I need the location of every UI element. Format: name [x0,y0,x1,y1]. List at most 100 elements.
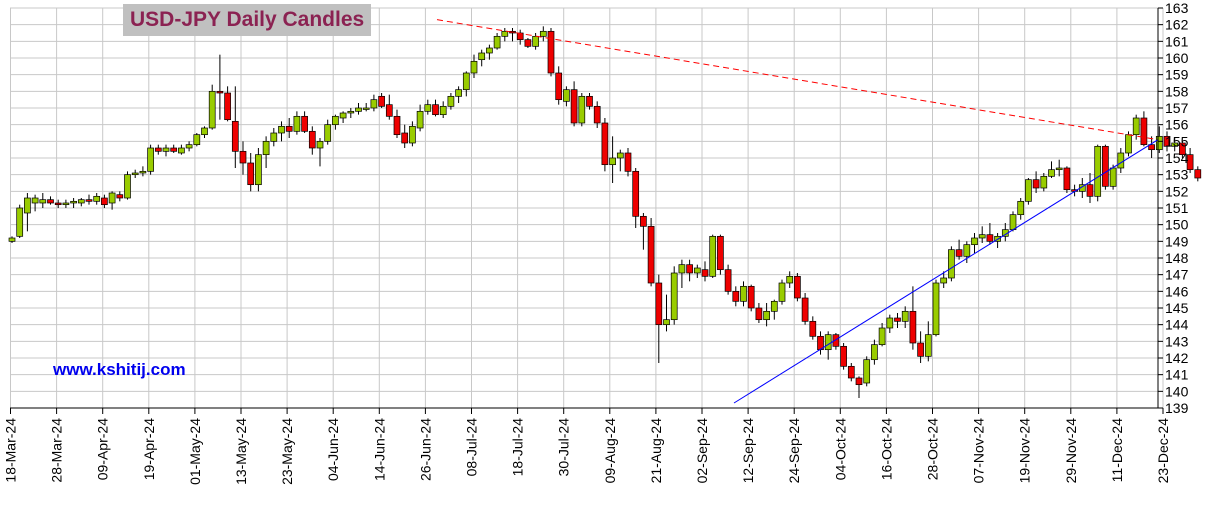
candle [917,331,924,363]
candle [362,103,370,112]
candle-body-up [1040,175,1048,189]
candle [439,101,447,118]
candle-body-down [686,264,693,274]
candle-body-down [116,194,124,199]
candle [678,259,686,288]
candle-body-down [647,225,655,284]
candle-body-up [439,105,447,116]
candle [208,84,216,130]
candle-body-down [1102,145,1109,187]
candles [8,26,1202,398]
candle-body-up [270,132,278,142]
y-axis: 1391401411421431441451461471481491501511… [1157,0,1189,416]
candle-body-down [524,39,532,47]
y-tick-label: 162 [1165,17,1189,33]
candle [101,194,108,208]
candle [370,94,378,112]
candle [409,121,416,147]
candle-body-up [1117,152,1125,169]
candle-body-down [655,282,663,326]
candle-body-down [717,235,724,271]
candle-body-down [1179,142,1186,156]
candle [355,103,362,115]
candle-body-up [447,95,455,107]
candle [216,54,224,120]
candle-body-down [593,105,601,124]
candle-body-down [224,92,231,121]
candle [593,101,601,128]
candle [293,111,301,135]
y-tick-label: 154 [1165,150,1189,166]
candle-body-down [855,377,863,386]
candle-body-up [347,110,355,114]
y-tick-label: 139 [1165,400,1189,416]
candle-body-up [532,35,539,47]
candle-body-down [894,317,901,322]
candle-body-up [70,200,77,204]
candle-body-down [601,122,609,166]
candle-body-up [940,277,948,284]
candle-body-up [670,272,678,321]
candle [401,124,409,148]
candle-body-up [770,300,778,312]
candle [509,28,516,42]
candle [747,284,755,312]
candle-body-up [339,112,347,119]
candle [416,104,424,132]
candle-body-down [47,199,54,204]
candle-body-up [971,237,978,246]
candle-body-up [139,170,147,174]
candle [863,356,871,387]
candle [663,294,670,332]
candle [308,126,316,155]
candle-body-up [424,104,432,112]
candle-body-down [85,199,93,202]
candle-body-down [732,290,740,302]
x-tick-label: 26-Jun-24 [417,418,433,481]
x-tick-label: 19-Nov-24 [1017,418,1033,484]
x-tick-label: 30-Jul-24 [556,418,572,477]
candle-body-up [1109,167,1117,187]
candle [586,93,593,110]
candle-body-down [640,215,647,227]
candle-body-down [755,307,763,321]
candle [339,111,347,123]
candle-body-down [832,334,840,347]
candle [486,44,493,60]
candle [770,299,778,320]
candle-body-down [632,170,640,217]
candle-body-up [355,107,362,112]
candle-body-down [747,285,755,309]
candle [8,236,16,243]
candle [332,114,339,130]
x-tick-label: 18-Mar-24 [3,418,19,483]
x-tick-label: 08-Jul-24 [464,418,480,477]
candle [1086,173,1094,203]
candle-body-up [878,327,886,346]
candle [847,363,855,382]
candle [740,281,747,307]
candle-body-up [824,334,832,351]
candle [886,314,894,333]
candle-body-down [385,104,393,117]
candle-body-up [62,202,70,206]
candle [1001,223,1009,242]
y-tick-label: 156 [1165,117,1189,133]
y-tick-label: 155 [1165,133,1189,149]
candle [1040,173,1048,192]
candle [47,196,54,205]
x-tick-label: 18-Jul-24 [510,418,526,477]
candle [1094,144,1102,202]
candle-body-down [378,95,385,107]
candle-body-down [308,130,316,149]
candle [616,149,624,172]
candle [963,241,971,263]
candle-body-up [8,237,16,242]
candle [655,274,663,363]
candle [794,273,801,302]
candle [924,321,932,362]
candle [1102,144,1109,190]
candle-body-up [948,249,955,279]
x-tick-label: 12-Sep-24 [740,418,756,484]
candle [1132,114,1140,140]
